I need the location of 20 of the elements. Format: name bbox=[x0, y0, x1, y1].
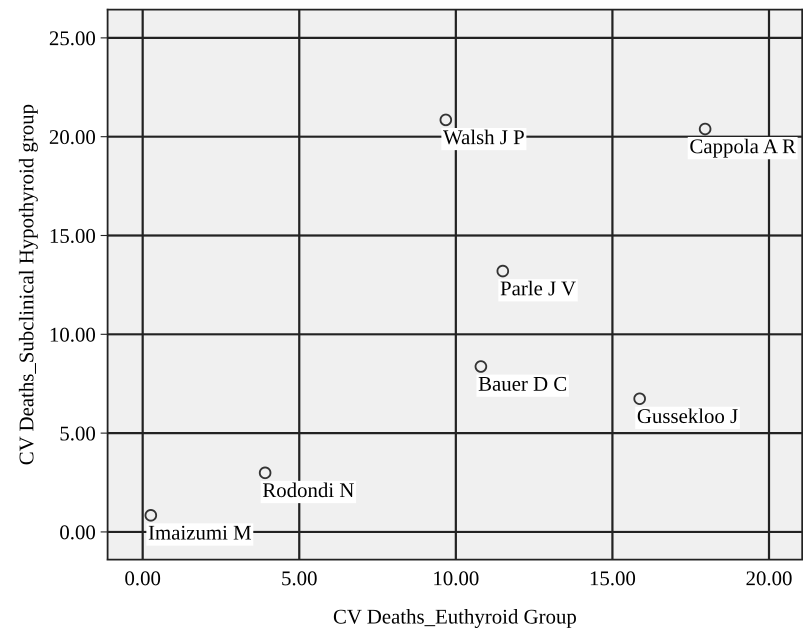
y-tick-label: 5.00 bbox=[60, 426, 95, 441]
y-tick-label: 15.00 bbox=[50, 228, 95, 244]
y-tick-label: 25.00 bbox=[50, 31, 95, 46]
annotation: Bauer D C bbox=[478, 376, 566, 391]
annotation: Cappola A R bbox=[690, 138, 796, 158]
y-axis-title: CV Deaths_Subclinical Hypothyroid group bbox=[18, 104, 38, 464]
x-tick-label: 5.00 bbox=[282, 571, 317, 586]
x-tick-label: 0.00 bbox=[125, 571, 160, 586]
x-tick-label: 15.00 bbox=[590, 571, 636, 586]
annotation: Parle J V bbox=[500, 280, 576, 296]
annotation: Imaizumi M bbox=[148, 526, 251, 540]
annotation: Gussekloo J bbox=[638, 408, 738, 424]
y-tick-label: 20.00 bbox=[50, 130, 95, 144]
x-axis-title: CV Deaths_Euthyroid Group bbox=[334, 609, 576, 628]
x-tick-label: 10.00 bbox=[434, 571, 478, 586]
y-tick-label: 0.00 bbox=[60, 525, 95, 540]
annotation: Walsh J P bbox=[443, 130, 524, 144]
annotation: Rodondi N bbox=[262, 482, 354, 498]
y-tick-label: 10.00 bbox=[50, 328, 95, 342]
x-tick-label: 20.00 bbox=[746, 571, 792, 586]
